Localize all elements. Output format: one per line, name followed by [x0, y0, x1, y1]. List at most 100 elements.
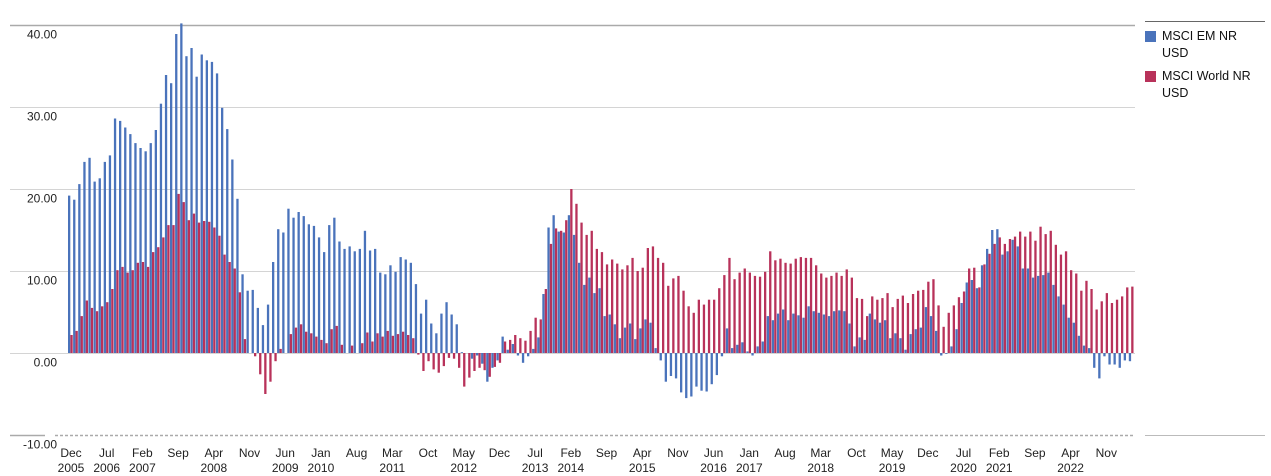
bar-msci-em	[409, 262, 412, 353]
bar-msci-em	[950, 346, 953, 353]
bar-msci-world	[580, 222, 583, 353]
bar-msci-world	[585, 234, 588, 353]
bar-msci-world	[376, 333, 379, 353]
bar-msci-world	[401, 331, 405, 353]
bar-msci-world	[917, 290, 920, 353]
bar-msci-em	[654, 348, 657, 353]
bar-msci-world	[254, 353, 257, 357]
bar-msci-em	[129, 134, 132, 353]
bar-msci-world	[896, 298, 899, 353]
bar-msci-world	[141, 262, 145, 353]
bar-msci-em	[639, 328, 642, 353]
bar-msci-em	[787, 320, 790, 353]
x-tick-year: 2009	[272, 461, 299, 475]
bar-msci-world	[75, 330, 78, 353]
x-tick-month: Jan	[740, 446, 759, 460]
bar-msci-world	[340, 344, 343, 353]
bar-msci-world	[656, 257, 660, 353]
x-tick-month: Nov	[1096, 446, 1117, 460]
bar-msci-world	[1054, 244, 1057, 353]
legend-divider	[1145, 21, 1265, 22]
bar-msci-em	[144, 151, 147, 353]
bar-msci-em	[180, 23, 183, 354]
bar-msci-world	[80, 316, 83, 353]
bar-msci-em	[363, 230, 367, 353]
bar-msci-em	[1072, 322, 1075, 353]
x-tick-month: Aug	[346, 446, 367, 460]
bar-msci-world	[748, 272, 751, 353]
bar-msci-world	[136, 262, 139, 353]
x-tick-month: Jan	[311, 446, 330, 460]
bar-msci-world	[932, 279, 935, 353]
y-axis-ticks: 40.00 30.00 20.00 10.00 0.00 -10.00	[23, 28, 57, 452]
legend-item-em[interactable]: MSCI EM NR USD	[1145, 28, 1265, 62]
bar-msci-em	[73, 199, 76, 353]
bar-msci-em	[827, 316, 831, 353]
bar-msci-em	[108, 155, 112, 353]
bar-msci-em	[246, 290, 249, 353]
bar-msci-world	[611, 259, 614, 353]
bar-msci-world	[452, 353, 456, 359]
bar-msci-em	[1001, 254, 1004, 353]
x-tick-month: Sep	[167, 446, 189, 460]
bar-msci-world	[605, 264, 609, 353]
bar-msci-world	[855, 298, 859, 353]
bar-msci-em	[358, 248, 361, 353]
legend-item-world[interactable]: MSCI World NR USD	[1145, 68, 1265, 102]
legend: MSCI EM NR USD MSCI World NR USD	[1145, 28, 1265, 108]
bar-msci-world	[70, 335, 73, 353]
x-tick-year: 2017	[736, 461, 763, 475]
bar-msci-world	[101, 306, 104, 353]
bar-msci-em	[1026, 268, 1030, 353]
bar-msci-em	[450, 314, 453, 353]
bar-msci-world	[850, 277, 853, 353]
bar-msci-world	[988, 253, 991, 353]
x-tick-month: Apr	[1061, 446, 1080, 460]
bar-msci-world	[503, 341, 507, 353]
bar-msci-world	[463, 353, 466, 387]
bar-msci-em	[695, 353, 698, 387]
bar-msci-em	[261, 325, 265, 353]
y-tick-label: 30.00	[27, 110, 57, 124]
legend-label-em: MSCI EM NR USD	[1162, 29, 1237, 60]
bar-msci-world	[1126, 287, 1129, 353]
bar-msci-em	[272, 262, 275, 353]
bar-msci-em	[1042, 275, 1045, 353]
bar-msci-em	[578, 262, 581, 353]
x-tick-month: Dec	[489, 446, 510, 460]
bar-msci-em	[190, 48, 193, 353]
bar-msci-world	[983, 264, 986, 353]
bar-msci-em	[1011, 239, 1014, 353]
bar-msci-em	[715, 353, 718, 376]
bar-msci-world	[274, 353, 277, 362]
bar-msci-em	[817, 312, 820, 353]
bar-msci-em	[287, 208, 290, 353]
bar-msci-em	[588, 277, 591, 353]
bar-msci-em	[807, 306, 810, 353]
bar-msci-em	[547, 227, 550, 353]
bar-msci-em	[256, 307, 259, 353]
bar-msci-world	[289, 334, 292, 353]
bar-msci-world	[361, 343, 364, 353]
bar-msci-world	[707, 299, 711, 353]
bar-msci-em	[914, 329, 917, 353]
bar-msci-world	[769, 251, 772, 353]
bar-msci-world	[876, 299, 879, 353]
bar-msci-em	[496, 353, 499, 361]
bar-msci-em	[945, 353, 948, 354]
bar-msci-world	[702, 304, 706, 353]
bar-msci-world	[412, 338, 415, 353]
bar-msci-world	[713, 299, 716, 353]
x-tick-year: 2022	[1057, 461, 1084, 475]
bar-msci-world	[197, 222, 201, 353]
bar-msci-em	[307, 224, 310, 353]
bar-msci-em	[205, 60, 208, 354]
legend-swatch-em	[1145, 31, 1156, 42]
bar-msci-em	[532, 348, 535, 353]
x-tick-year: 2010	[308, 461, 335, 475]
bar-msci-world	[860, 298, 864, 353]
bar-msci-em	[328, 225, 331, 353]
legend-bottom-divider	[1145, 435, 1265, 436]
bar-msci-world	[1105, 293, 1108, 353]
